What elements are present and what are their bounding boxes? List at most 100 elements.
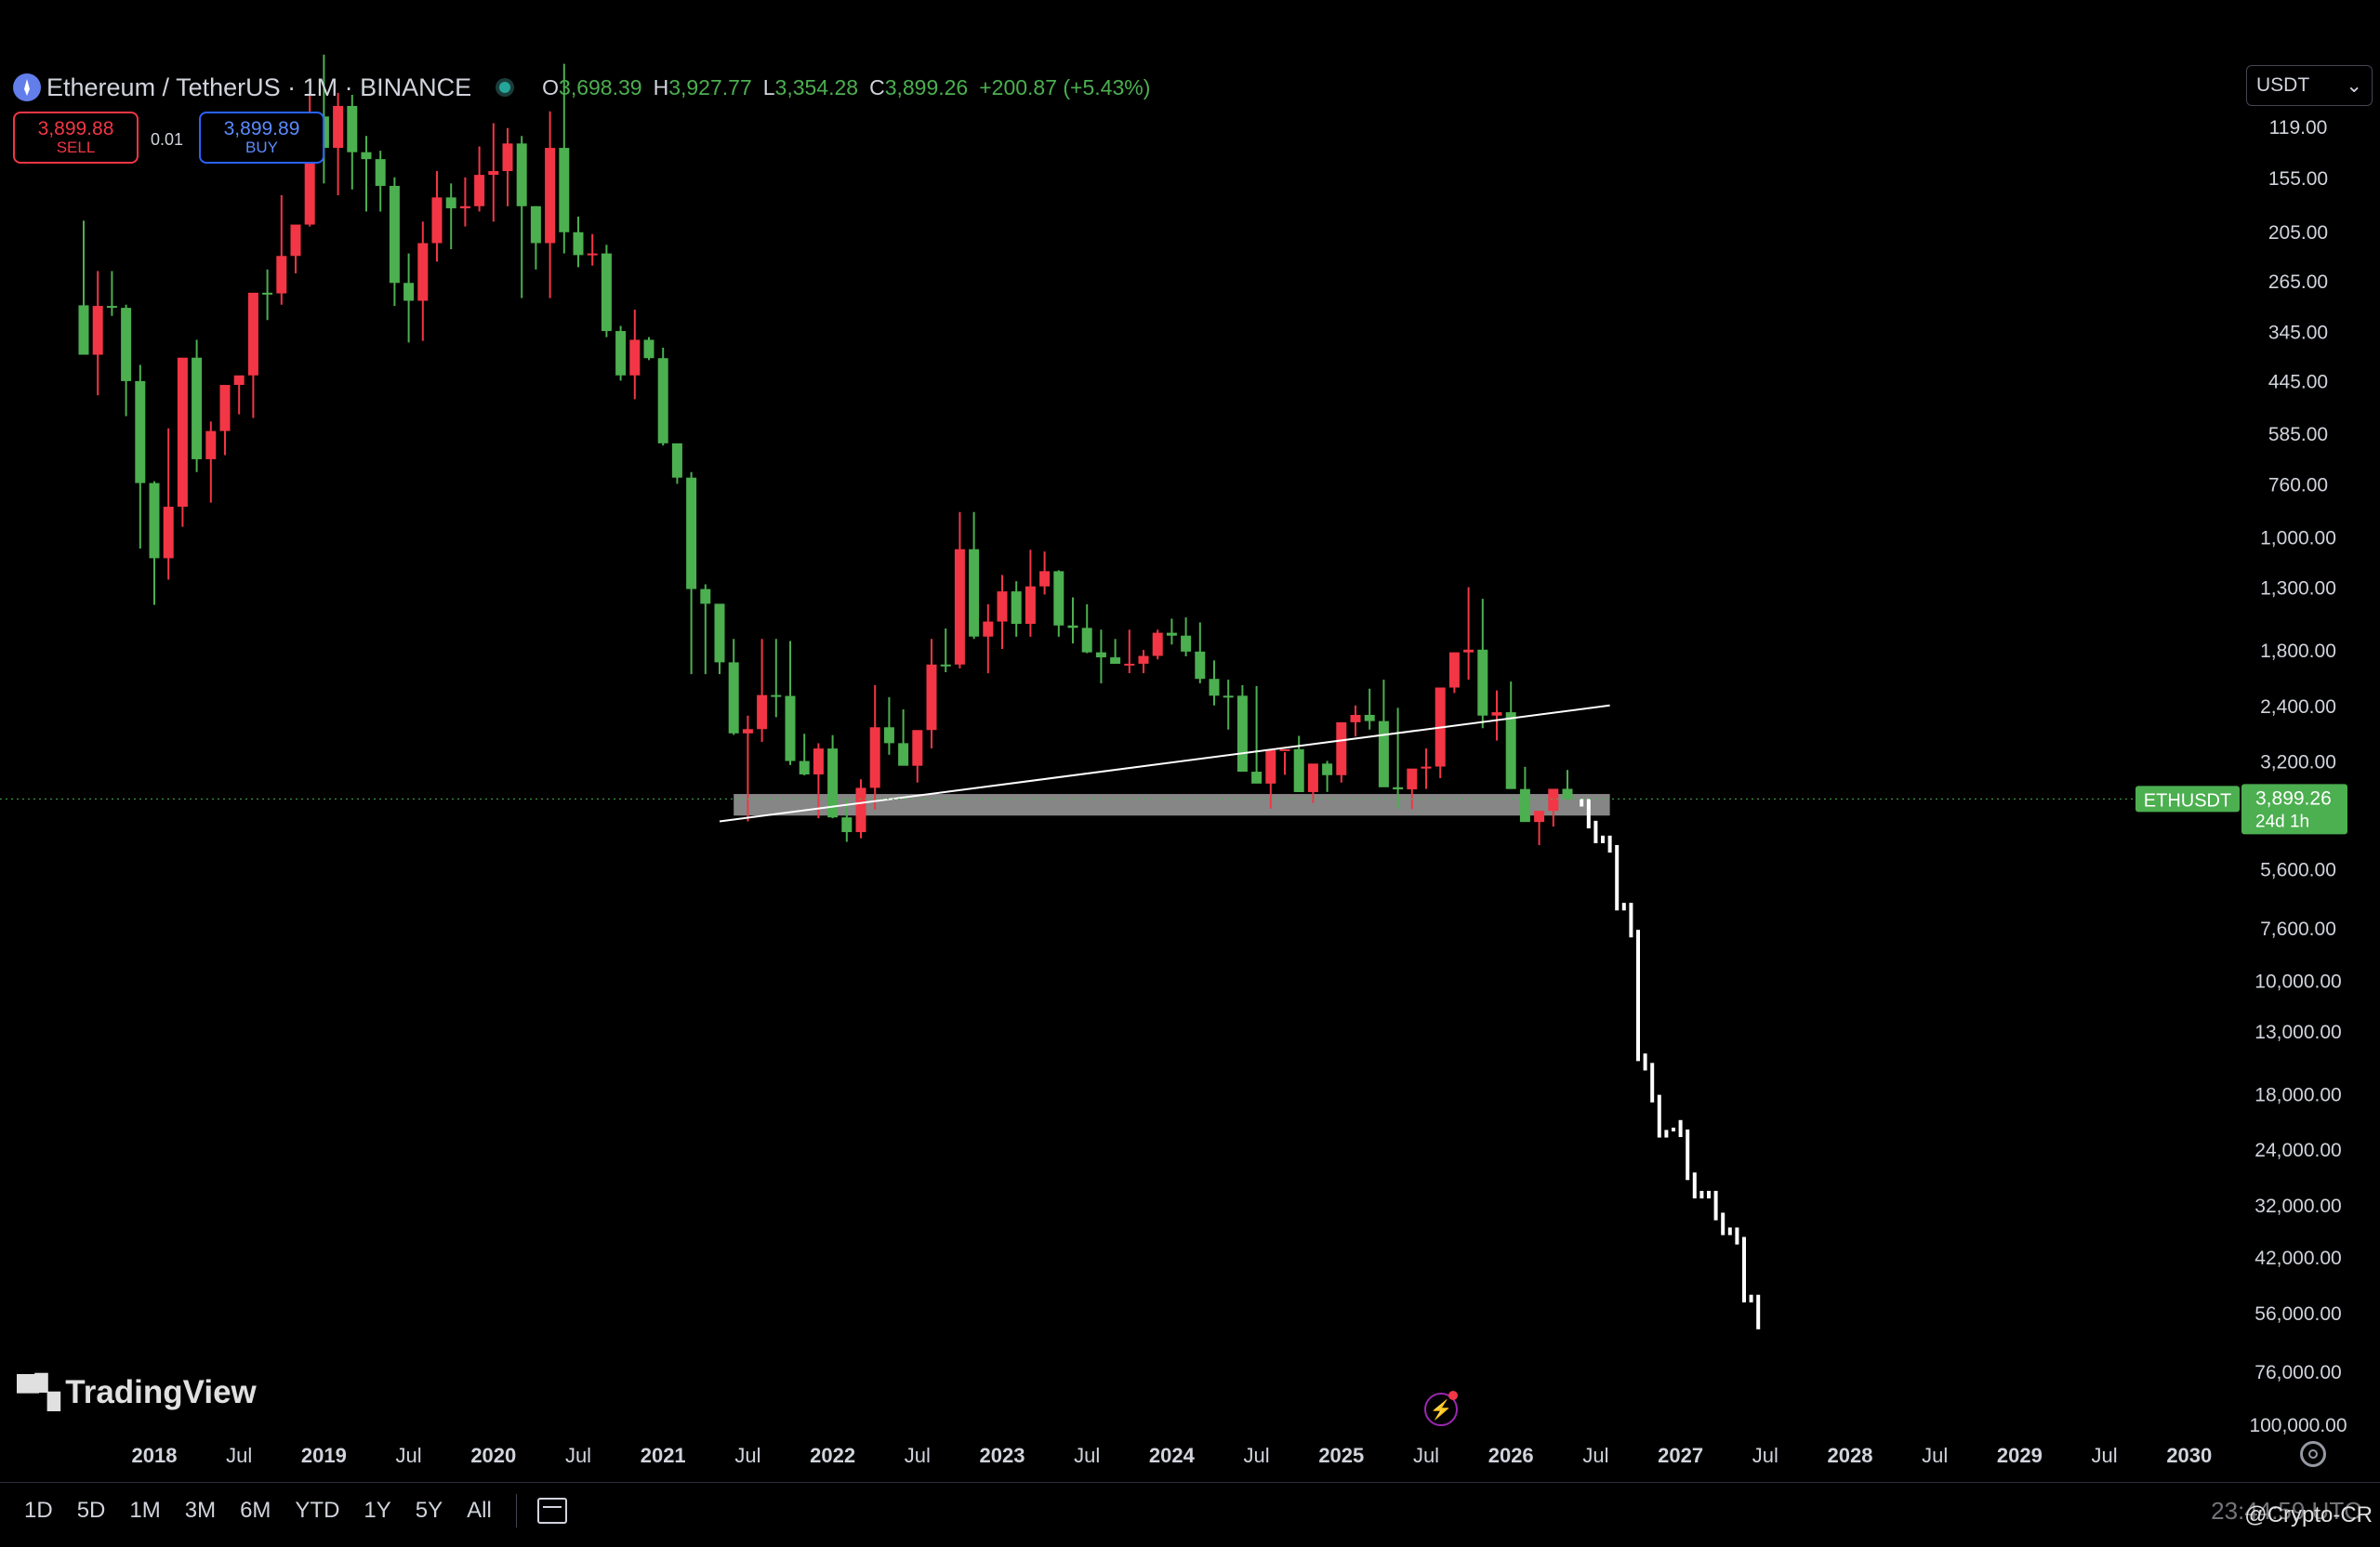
projection-bar	[1756, 1294, 1761, 1329]
candle-body	[431, 197, 443, 244]
candle-body	[643, 339, 654, 359]
candle-body	[1039, 571, 1051, 587]
price-tick-label: 7,600.00	[2260, 919, 2336, 940]
clock[interactable]: 23:44:59 UTC	[2211, 1497, 2361, 1525]
candle-body	[1407, 768, 1418, 790]
price-tick-label: 445.00	[2268, 371, 2328, 392]
time-tick-label: Jul	[1922, 1444, 1948, 1467]
candle-body	[135, 380, 146, 483]
symbol-title[interactable]: Ethereum / TetherUS · 1M · BINANCE	[46, 73, 472, 101]
settings-icon[interactable]	[2300, 1441, 2326, 1467]
time-tick-label: 2024	[1149, 1444, 1196, 1467]
projection-bar	[1621, 903, 1626, 911]
price-tick-label: 205.00	[2268, 222, 2328, 244]
candle-body	[757, 694, 768, 730]
candle-body	[1251, 772, 1263, 784]
price-tick-label: 32,000.00	[2254, 1196, 2341, 1217]
candle-body	[1124, 663, 1135, 666]
support-zone	[734, 794, 1610, 816]
close-key: C	[869, 74, 885, 99]
projection-bar	[1686, 1129, 1690, 1181]
candle-body	[163, 507, 174, 559]
candle-body	[445, 197, 456, 209]
candle-body	[1195, 651, 1206, 680]
range-3m[interactable]: 3M	[184, 1498, 217, 1523]
time-tick-label: 2022	[810, 1444, 855, 1467]
candle-body	[290, 224, 301, 257]
author-credit: @Crypto-CR	[2244, 1502, 2373, 1527]
candle-body	[573, 231, 584, 256]
toolbar-divider	[515, 1494, 517, 1527]
range-all[interactable]: All	[467, 1498, 492, 1523]
time-tick-label: Jul	[1752, 1444, 1778, 1467]
candle-body	[898, 743, 909, 766]
candle-body	[657, 358, 668, 443]
range-5y[interactable]: 5Y	[415, 1498, 443, 1523]
candle-body	[1477, 649, 1488, 716]
time-tick-label: 2018	[132, 1444, 178, 1467]
time-tick-label: Jul	[396, 1444, 422, 1467]
candle-body	[149, 483, 160, 559]
time-axis: 2018 Jul 2019 Jul 2020 Jul 2021 Jul 2022 Jul 2023 J…	[132, 1444, 2213, 1467]
projection-bar	[1678, 1119, 1683, 1138]
candle-body	[1081, 628, 1092, 653]
range-6m[interactable]: 6M	[240, 1498, 271, 1523]
time-tick-label: Jul	[1582, 1444, 1608, 1467]
candle-body	[106, 306, 117, 309]
projection-bar	[1735, 1227, 1739, 1245]
low-key: L	[762, 74, 775, 99]
candle-body	[940, 664, 951, 667]
candle-body	[1152, 632, 1163, 656]
projection-bar	[1699, 1190, 1704, 1199]
candle-body	[1209, 679, 1220, 696]
candle-body	[1448, 652, 1460, 688]
candle-body	[771, 694, 782, 697]
candle-body	[1336, 721, 1347, 775]
time-tick-label: 2028	[1828, 1444, 1873, 1467]
candle-body	[926, 664, 937, 731]
candle-body	[247, 292, 258, 376]
candle-body	[121, 308, 132, 381]
range-5d[interactable]: 5D	[76, 1498, 106, 1523]
candle-body	[233, 375, 245, 386]
candle-body	[1364, 714, 1375, 721]
range-ytd[interactable]: YTD	[295, 1498, 340, 1523]
range-1d[interactable]: 1D	[24, 1498, 53, 1523]
time-tick-label: Jul	[1413, 1444, 1439, 1467]
currency-select[interactable]: USDT ⌄	[2246, 65, 2373, 106]
candle-body	[1110, 657, 1121, 665]
candle-body	[997, 591, 1008, 622]
price-tick-label: 119.00	[2269, 117, 2328, 139]
time-tick-label: Jul	[1244, 1444, 1270, 1467]
candle-body	[1393, 787, 1404, 790]
candle-body	[1025, 586, 1036, 625]
range-1m[interactable]: 1M	[129, 1498, 161, 1523]
calendar-icon[interactable]	[536, 1498, 567, 1524]
candle-body	[883, 727, 894, 744]
projection-bar	[1749, 1294, 1753, 1302]
price-tick-label: 265.00	[2268, 271, 2328, 293]
market-status-icon[interactable]	[496, 78, 515, 97]
projection-bar	[1593, 820, 1598, 843]
candle-body	[192, 357, 203, 459]
price-tick-label: 585.00	[2268, 424, 2328, 445]
candle-body	[969, 549, 980, 637]
high-key: H	[653, 74, 669, 99]
time-tick-label: 2029	[1997, 1444, 2043, 1467]
candle-body	[389, 185, 400, 284]
chart-header: Ethereum / TetherUS · 1M · BINANCE O3,69…	[13, 69, 1150, 106]
sell-button[interactable]: 3,899.88 SELL	[13, 112, 139, 164]
range-1y[interactable]: 1Y	[364, 1498, 391, 1523]
buy-button[interactable]: 3,899.89 BUY	[199, 112, 324, 164]
candle-body	[1279, 748, 1290, 751]
lightning-icon[interactable]: ⚡	[1424, 1391, 1458, 1426]
projection-bar	[1664, 1130, 1669, 1138]
candle-body	[954, 549, 965, 665]
price-tick-label: 100,000.00	[2249, 1415, 2347, 1436]
candle-body	[1562, 788, 1573, 800]
candle-body	[799, 760, 810, 774]
candle-body	[1491, 712, 1502, 716]
projection-bar	[1721, 1212, 1726, 1236]
candle-body	[502, 143, 513, 171]
